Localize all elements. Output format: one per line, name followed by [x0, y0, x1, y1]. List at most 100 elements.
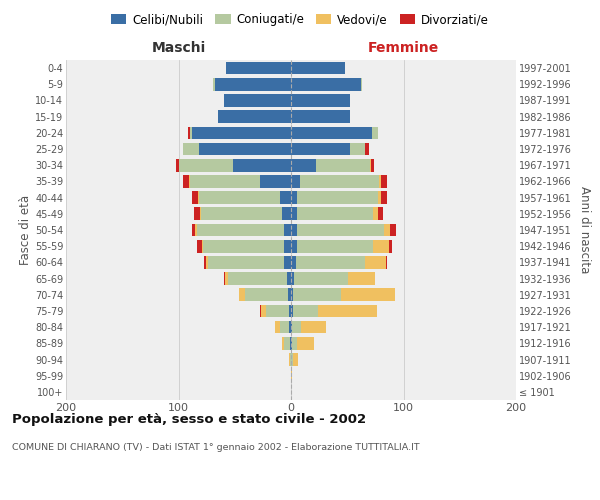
Bar: [205, 256, 208, 268]
Bar: [266, 304, 289, 318]
Bar: [371, 159, 374, 172]
Bar: [233, 159, 291, 172]
Bar: [381, 192, 386, 204]
Bar: [280, 321, 289, 334]
Bar: [194, 208, 200, 220]
Bar: [291, 240, 296, 252]
Bar: [296, 256, 365, 268]
Bar: [287, 272, 291, 285]
Bar: [390, 224, 395, 236]
Bar: [291, 304, 293, 318]
Bar: [296, 192, 377, 204]
Bar: [282, 337, 284, 349]
Bar: [208, 256, 284, 268]
Bar: [318, 304, 377, 318]
Bar: [389, 240, 392, 252]
Bar: [291, 78, 361, 90]
Bar: [291, 288, 293, 301]
Bar: [192, 224, 196, 236]
Bar: [197, 240, 202, 252]
Legend: Celibi/Nubili, Coniugati/e, Vedovi/e, Divorziati/e: Celibi/Nubili, Coniugati/e, Vedovi/e, Di…: [106, 8, 494, 31]
Bar: [291, 370, 292, 382]
Bar: [226, 62, 291, 74]
Bar: [260, 175, 291, 188]
Y-axis label: Fasce di età: Fasce di età: [19, 195, 32, 265]
Bar: [379, 175, 381, 188]
Bar: [301, 321, 326, 334]
Bar: [291, 192, 296, 204]
Bar: [290, 337, 291, 349]
Bar: [316, 159, 370, 172]
Bar: [224, 272, 228, 285]
Bar: [377, 192, 381, 204]
Bar: [289, 321, 291, 334]
Bar: [349, 142, 365, 156]
Bar: [188, 175, 190, 188]
Bar: [203, 240, 284, 252]
Bar: [291, 337, 292, 349]
Bar: [197, 192, 199, 204]
Bar: [291, 175, 300, 188]
Bar: [215, 78, 291, 90]
Bar: [373, 208, 377, 220]
Bar: [199, 142, 291, 156]
Bar: [291, 94, 349, 107]
Bar: [300, 175, 379, 188]
Bar: [200, 208, 201, 220]
Bar: [292, 337, 296, 349]
Bar: [282, 208, 291, 220]
Bar: [218, 110, 291, 123]
Text: Femmine: Femmine: [368, 41, 439, 55]
Bar: [192, 126, 291, 139]
Bar: [192, 192, 197, 204]
Bar: [293, 288, 341, 301]
Bar: [196, 224, 197, 236]
Bar: [365, 142, 368, 156]
Bar: [223, 272, 224, 285]
Bar: [239, 288, 245, 301]
Bar: [289, 304, 291, 318]
Bar: [291, 272, 295, 285]
Bar: [201, 208, 282, 220]
Bar: [370, 159, 371, 172]
Bar: [296, 224, 385, 236]
Bar: [176, 159, 179, 172]
Bar: [214, 78, 215, 90]
Bar: [245, 288, 287, 301]
Bar: [284, 256, 291, 268]
Bar: [296, 240, 373, 252]
Bar: [280, 192, 291, 204]
Bar: [289, 353, 290, 366]
Bar: [295, 272, 349, 285]
Bar: [291, 224, 296, 236]
Bar: [291, 159, 316, 172]
Bar: [199, 192, 280, 204]
Bar: [290, 353, 291, 366]
Bar: [183, 142, 199, 156]
Text: Maschi: Maschi: [151, 41, 206, 55]
Bar: [197, 224, 284, 236]
Bar: [190, 175, 260, 188]
Bar: [361, 78, 362, 90]
Bar: [291, 62, 345, 74]
Bar: [296, 337, 314, 349]
Y-axis label: Anni di nascita: Anni di nascita: [578, 186, 591, 274]
Bar: [291, 208, 296, 220]
Bar: [223, 94, 291, 107]
Bar: [183, 175, 188, 188]
Bar: [287, 288, 291, 301]
Bar: [179, 159, 233, 172]
Bar: [228, 272, 287, 285]
Bar: [365, 256, 386, 268]
Bar: [291, 142, 349, 156]
Bar: [291, 321, 292, 334]
Bar: [296, 208, 373, 220]
Bar: [187, 126, 190, 139]
Bar: [284, 240, 291, 252]
Bar: [381, 175, 386, 188]
Bar: [284, 337, 290, 349]
Bar: [385, 224, 390, 236]
Bar: [293, 304, 318, 318]
Bar: [377, 208, 383, 220]
Bar: [291, 126, 372, 139]
